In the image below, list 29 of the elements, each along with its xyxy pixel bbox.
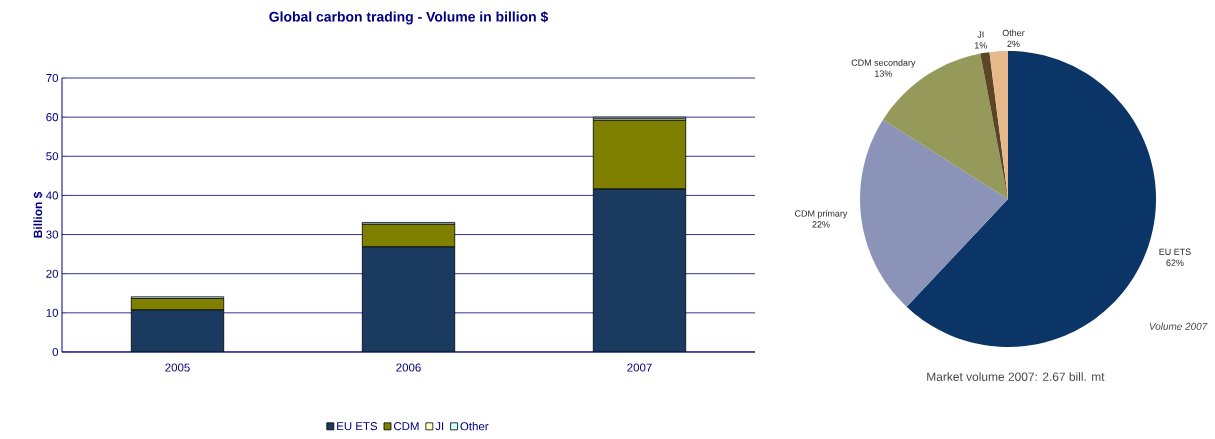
slice-label: CDM secondary xyxy=(851,59,916,68)
y-tick-label: 20 xyxy=(46,269,59,278)
y-tick-label: 40 xyxy=(46,191,59,200)
y-tick-label: 60 xyxy=(46,113,59,122)
text: Volume 2007 xyxy=(1149,322,1208,330)
slice-label: JI xyxy=(977,31,984,38)
x-tick-label: 2006 xyxy=(396,363,421,372)
y-axis-title: Billion $ xyxy=(33,191,43,238)
x-tick-label: 2005 xyxy=(165,363,190,372)
legend-label: JI xyxy=(435,422,444,431)
data-label: 1% xyxy=(974,42,987,49)
text: Market volume 2007: 2.67 bill. mt xyxy=(927,372,1105,381)
legend-label: Other xyxy=(460,421,489,431)
y-tick-label: 30 xyxy=(46,230,59,239)
y-tick-label: 70 xyxy=(46,73,59,83)
data-label: 22% xyxy=(812,221,830,228)
data-label: 2% xyxy=(1007,40,1020,48)
y-tick-label: 0 xyxy=(52,347,59,357)
x-tick-label: 2007 xyxy=(627,363,652,372)
chart-title: Global carbon trading - Volume in billion $ xyxy=(269,11,549,25)
y-tick-label: 10 xyxy=(46,308,59,317)
slice-label: CDM primary xyxy=(795,210,848,219)
legend-label: CDM xyxy=(393,422,419,431)
slice-label: EU ETS xyxy=(1159,248,1191,255)
legend-label: EU ETS xyxy=(337,422,378,431)
data-label: 13% xyxy=(875,70,892,77)
slice-label: Other xyxy=(1002,29,1025,37)
y-tick-label: 50 xyxy=(46,152,59,161)
data-label: 62% xyxy=(1166,259,1184,266)
